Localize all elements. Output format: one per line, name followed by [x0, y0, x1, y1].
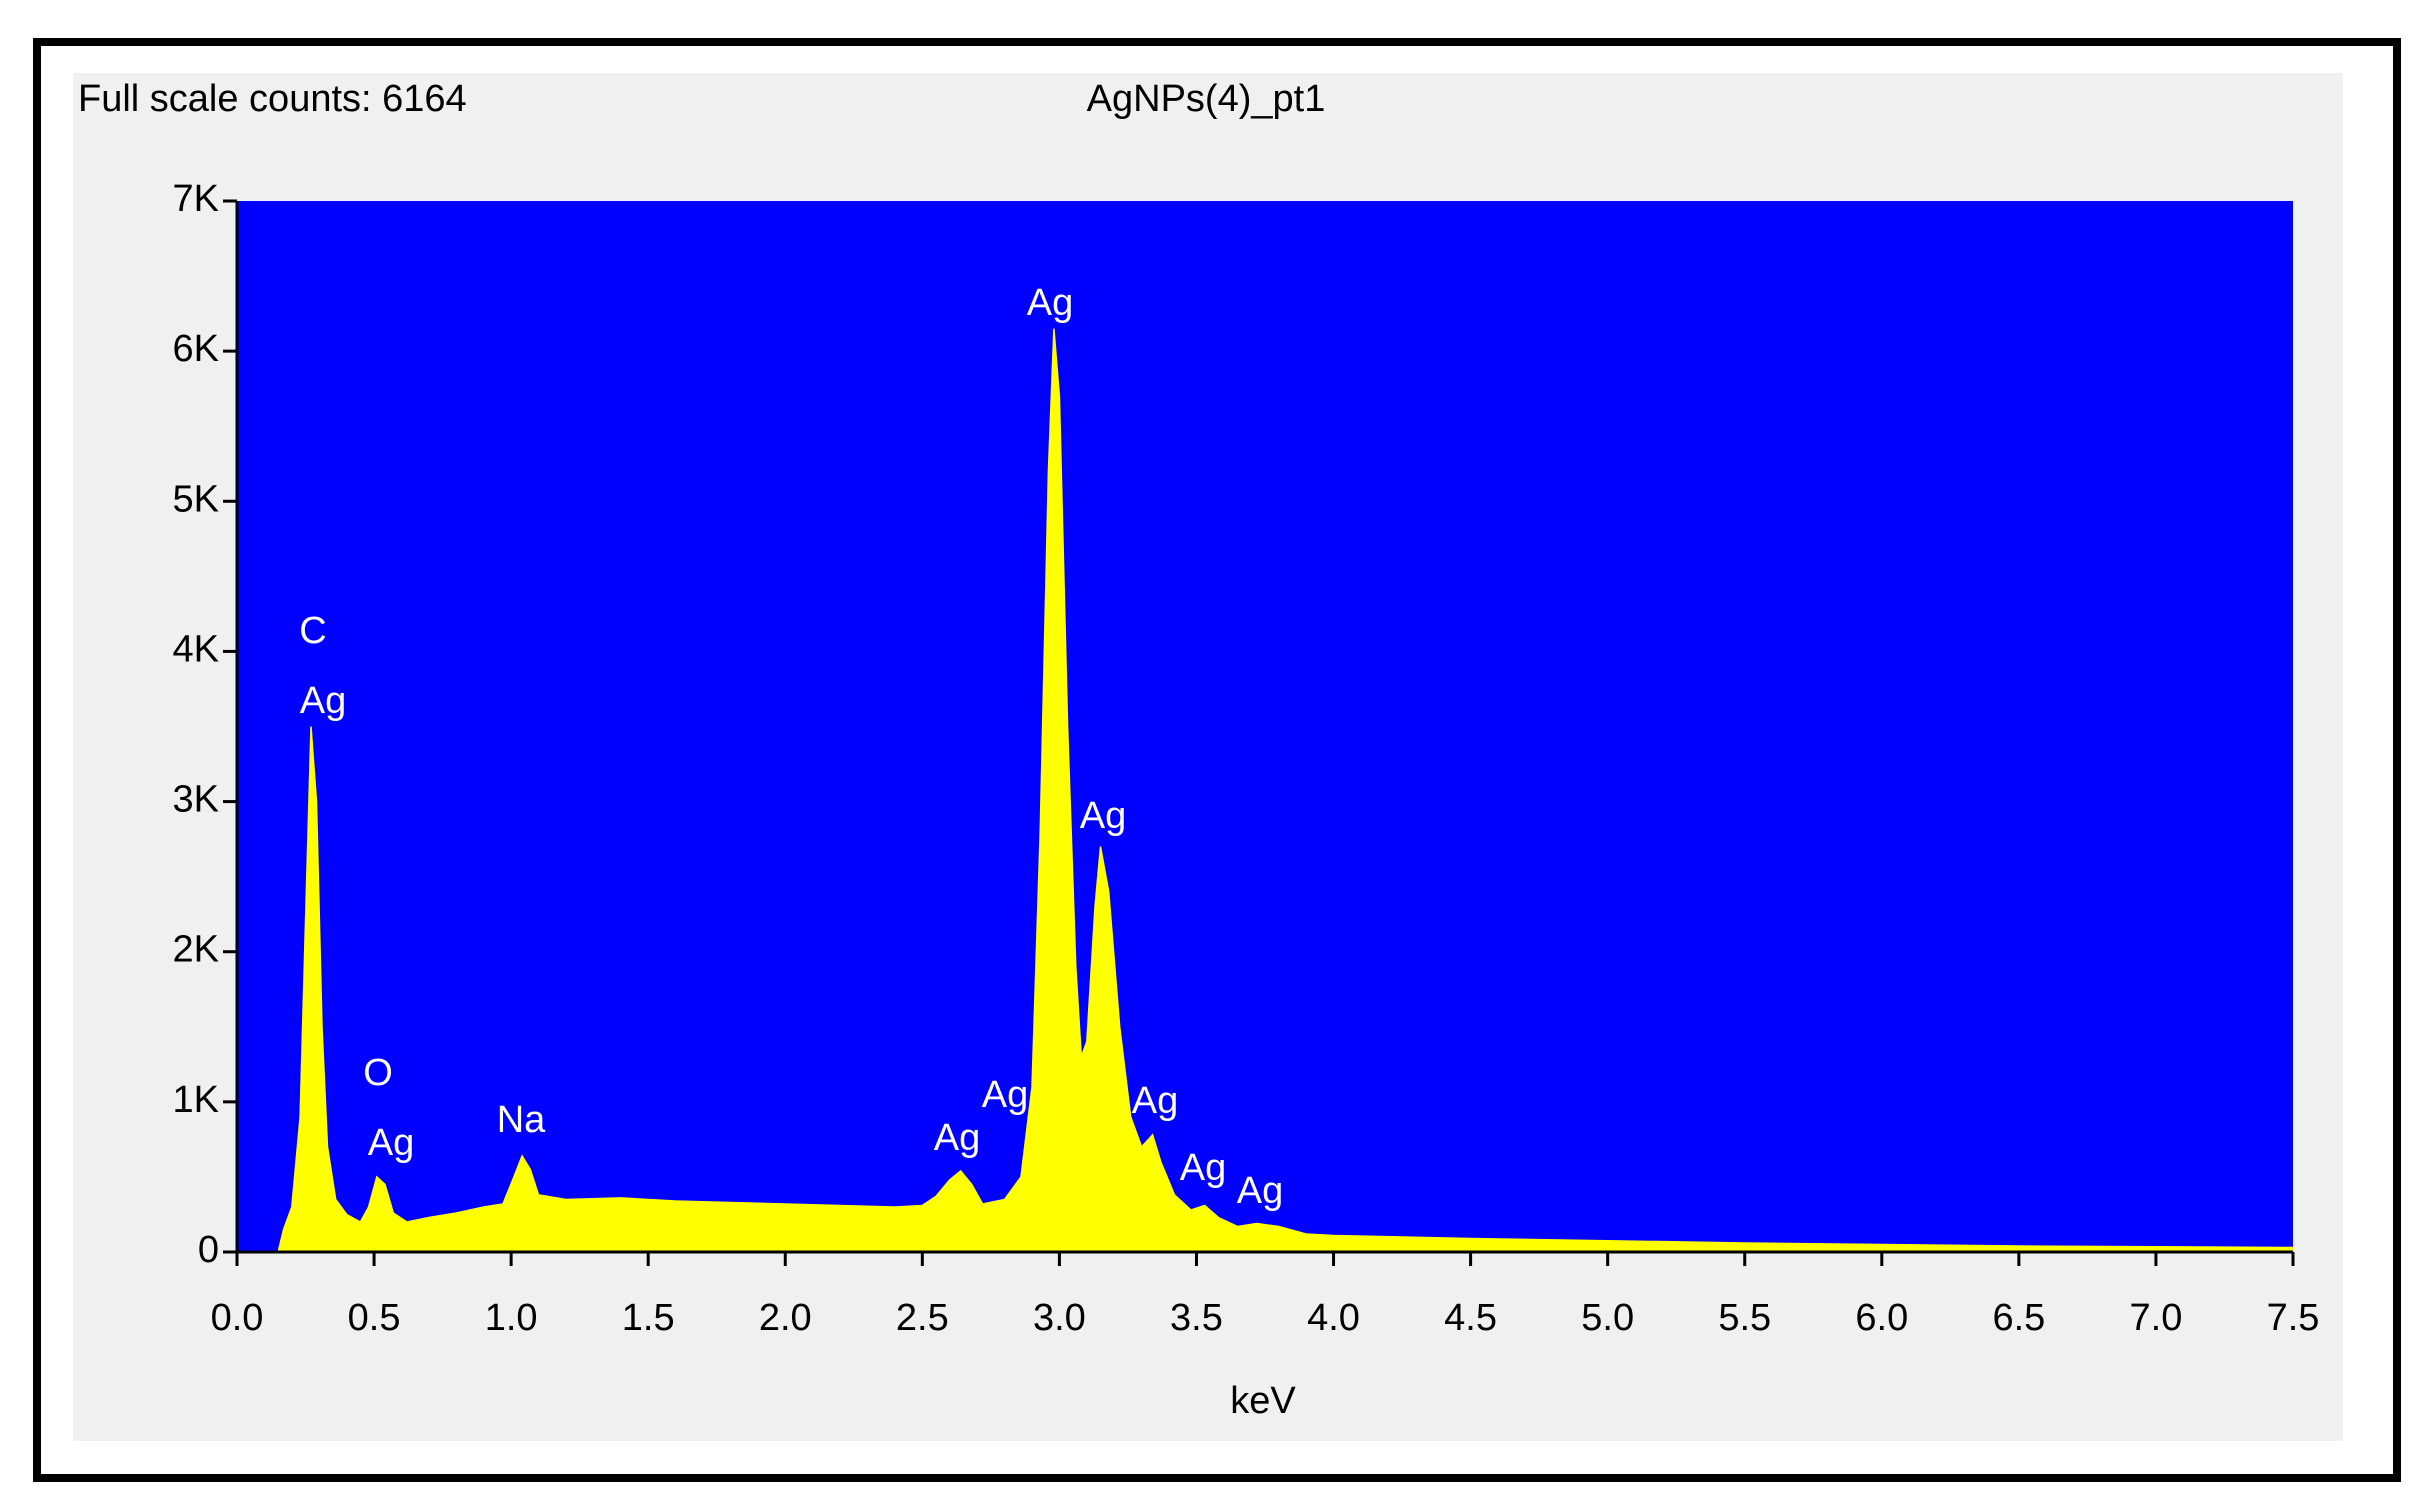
x-tick-label: 6.0 — [1855, 1297, 1908, 1339]
x-tick-label: 3.5 — [1170, 1297, 1223, 1339]
x-tick-label: 7.5 — [2267, 1297, 2320, 1339]
y-tick-label: 0 — [198, 1229, 219, 1271]
x-tick-label: 0.5 — [348, 1297, 401, 1339]
x-tick-label: 7.0 — [2130, 1297, 2183, 1339]
y-tick-label: 4K — [173, 628, 219, 670]
peak-label: C — [299, 610, 326, 652]
y-tick-label: 7K — [173, 178, 219, 220]
x-tick-label: 0.0 — [211, 1297, 264, 1339]
x-tick-label: 2.5 — [896, 1297, 949, 1339]
peak-label: Na — [497, 1099, 546, 1141]
peak-label: Ag — [1237, 1170, 1283, 1212]
x-tick-label: 4.5 — [1444, 1297, 1497, 1339]
x-tick-label: 6.5 — [1992, 1297, 2045, 1339]
y-tick-label: 1K — [173, 1079, 219, 1121]
x-tick-label: 3.0 — [1033, 1297, 1086, 1339]
peak-label: Ag — [982, 1074, 1028, 1116]
peak-label: Ag — [368, 1122, 414, 1164]
x-tick-label: 1.5 — [622, 1297, 675, 1339]
subtitle: Full scale counts: 6164 — [78, 78, 467, 120]
y-tick-label: 5K — [173, 478, 219, 520]
x-tick-label: 5.5 — [1718, 1297, 1771, 1339]
x-tick-label: 1.0 — [485, 1297, 538, 1339]
spectrum-area — [277, 328, 2294, 1253]
x-axis-label: keV — [1230, 1380, 1296, 1422]
peak-label: O — [363, 1052, 393, 1094]
y-tick-label: 3K — [173, 779, 219, 821]
peak-label: Ag — [300, 680, 346, 722]
peak-label: Ag — [1080, 795, 1126, 837]
peak-label: Ag — [1027, 282, 1073, 324]
x-tick-label: 4.0 — [1307, 1297, 1360, 1339]
chart-title: AgNPs(4)_pt1 — [1087, 78, 1326, 120]
peak-label: Ag — [934, 1117, 980, 1159]
y-tick-label: 6K — [173, 328, 219, 370]
x-tick-label: 5.0 — [1581, 1297, 1634, 1339]
peak-label: Ag — [1132, 1080, 1178, 1122]
outer-frame — [33, 38, 2401, 1482]
plot-area — [237, 201, 2293, 1252]
peak-label: Ag — [1180, 1147, 1226, 1189]
x-tick-label: 2.0 — [759, 1297, 812, 1339]
y-tick-label: 2K — [173, 929, 219, 971]
